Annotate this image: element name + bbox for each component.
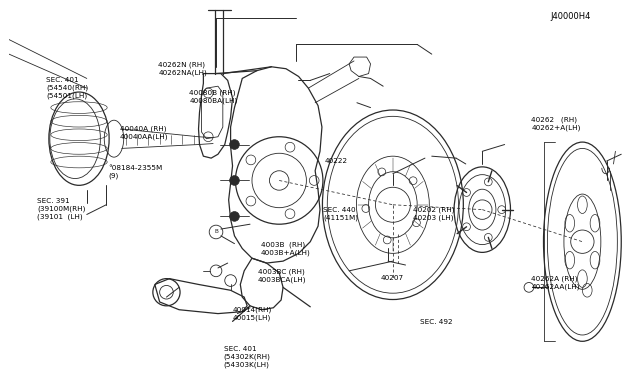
Text: °08184-2355M
(9): °08184-2355M (9) — [109, 165, 163, 179]
Text: SEC. 401
(54302K(RH)
(54303K(LH): SEC. 401 (54302K(RH) (54303K(LH) — [223, 346, 271, 368]
Text: SEC. 492: SEC. 492 — [419, 319, 452, 325]
Text: 40262   (RH)
40262+A(LH): 40262 (RH) 40262+A(LH) — [531, 116, 581, 131]
Text: 4003B  (RH)
4003B+A(LH): 4003B (RH) 4003B+A(LH) — [261, 241, 310, 256]
Circle shape — [230, 140, 239, 150]
Text: 40207: 40207 — [381, 275, 404, 282]
Text: 4003BC (RH)
4003BCA(LH): 4003BC (RH) 4003BCA(LH) — [258, 268, 307, 283]
Text: 40080B (RH)
40080BA(LH): 40080B (RH) 40080BA(LH) — [189, 89, 237, 104]
Circle shape — [230, 212, 239, 221]
Circle shape — [230, 176, 239, 185]
Text: 40014(RH)
40015(LH): 40014(RH) 40015(LH) — [233, 306, 272, 321]
Text: SEC. 440
(41151M): SEC. 440 (41151M) — [323, 207, 358, 221]
Text: 40222: 40222 — [325, 158, 348, 164]
Text: SEC. 401
(54540(RH)
(54501(LH): SEC. 401 (54540(RH) (54501(LH) — [46, 77, 88, 99]
Text: J40000H4: J40000H4 — [550, 12, 591, 20]
Text: 40262N (RH)
40262NA(LH): 40262N (RH) 40262NA(LH) — [158, 61, 207, 76]
Text: 40040A (RH)
40040AA(LH): 40040A (RH) 40040AA(LH) — [120, 125, 168, 140]
Text: SEC. 391
(39100M(RH)
(39101  (LH): SEC. 391 (39100M(RH) (39101 (LH) — [37, 198, 85, 220]
Text: 40202 (RH)
40203 (LH): 40202 (RH) 40203 (LH) — [413, 207, 455, 221]
Text: 40262A (RH)
40262AA(LH): 40262A (RH) 40262AA(LH) — [531, 275, 580, 290]
Text: B: B — [214, 230, 218, 234]
